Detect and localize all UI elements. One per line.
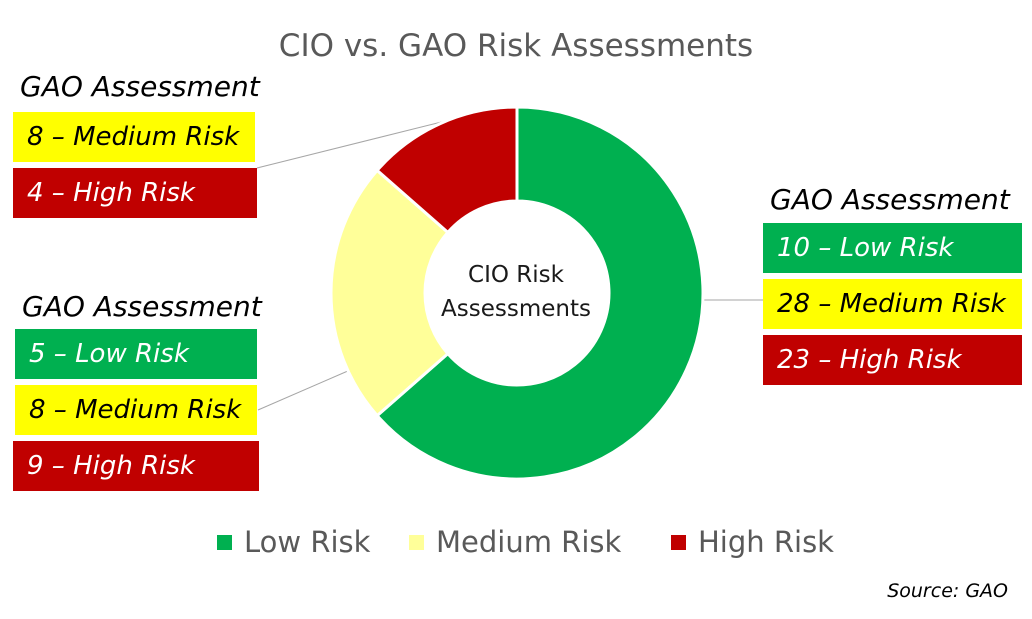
legend-item-low: Low Risk: [217, 522, 370, 562]
legend-item-medium: Medium Risk: [409, 522, 621, 562]
donut-slice-low: [375, 105, 705, 481]
donut-slice-high: [375, 105, 519, 235]
annotation-medium-slice-high: 9 – High Risk: [13, 441, 259, 491]
legend-label-low: Low Risk: [244, 525, 371, 559]
annotation-high-slice-high: 4 – High Risk: [13, 168, 257, 218]
donut-slices: [329, 105, 705, 481]
source-note: Source: GAO: [887, 580, 1008, 602]
legend-item-high: High Risk: [671, 522, 834, 562]
legend-label-medium: Medium Risk: [436, 525, 622, 559]
leader-line-medium: [257, 370, 349, 411]
center-label-line-2: Assessments: [441, 296, 591, 322]
annotation-heading-medium-slice: GAO Assessment: [22, 290, 262, 323]
legend-swatch-medium: [409, 534, 424, 550]
donut-slice-medium: [329, 168, 450, 418]
annotation-high-slice-medium: 8 – Medium Risk: [13, 112, 255, 162]
annotation-low-slice-medium: 28 – Medium Risk: [763, 279, 1022, 329]
annotation-heading-high-slice: GAO Assessment: [20, 70, 260, 103]
legend: Low Risk Medium Risk High Risk: [0, 522, 1032, 562]
legend-swatch-low: [217, 534, 232, 550]
legend-label-high: High Risk: [698, 525, 834, 559]
leader-line-high: [256, 119, 448, 169]
annotation-low-slice-low: 10 – Low Risk: [763, 223, 1022, 273]
legend-swatch-high: [671, 534, 686, 550]
center-label: CIO Risk Assessments: [416, 258, 616, 326]
leader-lines: [256, 119, 763, 411]
annotation-low-slice-high: 23 – High Risk: [763, 335, 1022, 385]
annotation-medium-slice-low: 5 – Low Risk: [15, 329, 257, 379]
center-label-line-1: CIO Risk: [468, 262, 564, 288]
annotation-heading-low-slice: GAO Assessment: [770, 183, 1010, 216]
chart-title: CIO vs. GAO Risk Assessments: [278, 28, 754, 64]
annotation-medium-slice-medium: 8 – Medium Risk: [15, 385, 257, 435]
